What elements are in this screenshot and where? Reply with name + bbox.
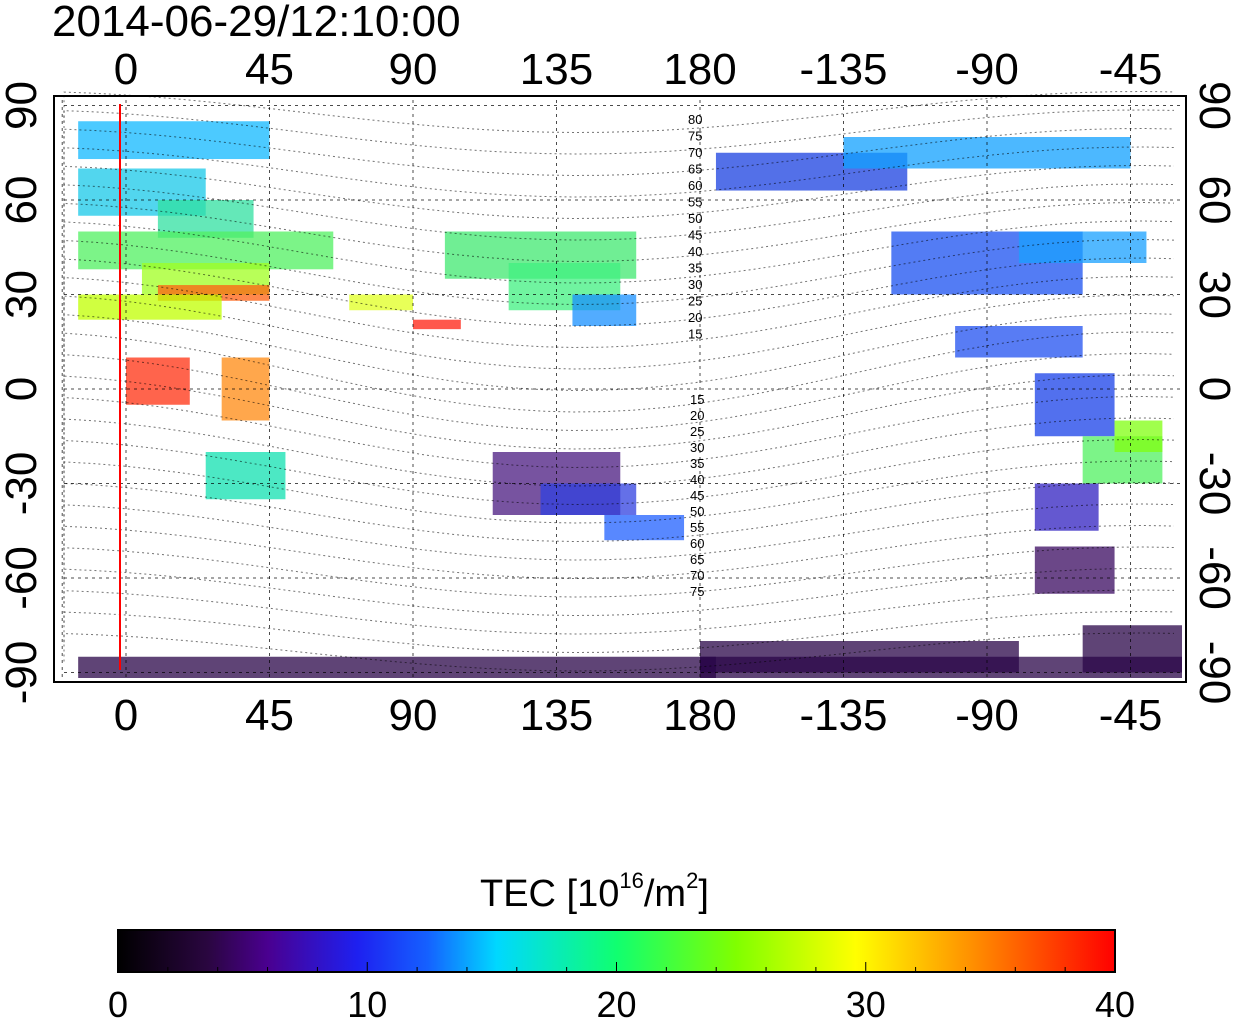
contour-label: 55 [688, 195, 702, 210]
tec-data-region [700, 641, 1019, 673]
tec-data-region [78, 294, 222, 320]
left-lat-label: 30 [0, 270, 46, 319]
top-lon-label: 0 [114, 45, 138, 94]
top-lon-label: 180 [663, 45, 736, 94]
left-lat-label: -90 [0, 641, 46, 705]
left-lat-label: 60 [0, 176, 46, 225]
contour-label: 55 [690, 520, 704, 535]
contour-label: 45 [690, 488, 704, 503]
map-grid [61, 91, 1182, 678]
top-lon-label: -45 [1099, 45, 1163, 94]
tec-data-region [955, 326, 1083, 358]
tec-data-region [413, 319, 461, 330]
map-panel: 8075706560555045403530252015152025303540… [53, 91, 1187, 683]
contour-label: 75 [690, 584, 704, 599]
top-lon-label: -135 [799, 45, 887, 94]
colorbar-tick-labels: 0 10 20 30 40 [108, 984, 1135, 1021]
tec-data-region [205, 452, 286, 500]
bottom-lon-label: -135 [799, 691, 887, 740]
contour-label: 80 [688, 112, 702, 127]
contour-label: 20 [690, 408, 704, 423]
tec-data-region [540, 483, 637, 515]
right-lat-label: 90 [1190, 81, 1235, 130]
top-lon-label: -90 [955, 45, 1019, 94]
left-lat-label: 0 [0, 377, 46, 401]
tec-data-region [604, 515, 685, 541]
tec-data-region [126, 357, 190, 405]
contour-label: 60 [688, 178, 702, 193]
colorbar-tick-label: 0 [108, 984, 128, 1021]
colorbar: TEC [1016/m2] 0 10 20 30 40 [108, 868, 1135, 1021]
bottom-lon-label: -90 [955, 691, 1019, 740]
colorbar-tick-label: 10 [347, 984, 387, 1021]
contour-label: 65 [690, 552, 704, 567]
tec-data-region [78, 121, 270, 160]
contour-label: 60 [690, 536, 704, 551]
colorbar-tick-label: 30 [846, 984, 886, 1021]
tec-data-region [1114, 420, 1163, 452]
tec-data-region [1034, 483, 1099, 531]
contour-label: 15 [688, 327, 702, 342]
right-lat-label: -30 [1190, 452, 1235, 516]
right-latitude-labels: 90 60 30 0 -30 -60 -90 [1190, 81, 1235, 704]
contour-label: 50 [688, 211, 702, 226]
contour-label: 35 [690, 456, 704, 471]
bottom-lon-label: -45 [1099, 691, 1163, 740]
tec-data-region [1034, 373, 1115, 437]
contour-label: 45 [688, 228, 702, 243]
contour-label: 75 [688, 129, 702, 144]
bottom-lon-label: 45 [245, 691, 294, 740]
contour-label: 20 [688, 310, 702, 325]
figure-title: 2014-06-29/12:10:00 [52, 0, 461, 46]
contour-label: 35 [688, 261, 702, 276]
contour-label: 40 [690, 472, 704, 487]
contour-label: 70 [688, 145, 702, 160]
contour-label: 65 [688, 162, 702, 177]
left-lat-label: -60 [0, 546, 46, 610]
contour-label: 25 [688, 294, 702, 309]
tec-data-region [349, 294, 413, 311]
bottom-lon-label: 90 [389, 691, 438, 740]
left-latitude-labels: 90 60 30 0 -30 -60 -90 [0, 81, 46, 704]
right-lat-label: -60 [1190, 546, 1235, 610]
contour-label: 30 [690, 440, 704, 455]
top-lon-label: 135 [520, 45, 593, 94]
left-lat-label: -30 [0, 452, 46, 516]
contour-label: 40 [688, 244, 702, 259]
colorbar-tick-label: 40 [1095, 984, 1135, 1021]
contour-label: 15 [690, 392, 704, 407]
colorbar-tick-label: 20 [596, 984, 636, 1021]
contour-label: 30 [688, 277, 702, 292]
contour-labels: 8075706560555045403530252015152025303540… [688, 112, 704, 599]
contour-label: 50 [690, 504, 704, 519]
right-lat-label: -90 [1190, 641, 1235, 705]
tec-data-region [572, 294, 637, 326]
right-lat-label: 60 [1190, 176, 1235, 225]
bottom-longitude-labels: 0 45 90 135 180 -135 -90 -45 [114, 691, 1163, 740]
left-lat-label: 90 [0, 81, 46, 130]
bottom-lon-label: 135 [520, 691, 593, 740]
colorbar-title: TEC [1016/m2] [480, 868, 709, 915]
bottom-lon-label: 0 [114, 691, 138, 740]
contour-label: 25 [690, 424, 704, 439]
bottom-lon-label: 180 [663, 691, 736, 740]
tec-data-region [1018, 231, 1147, 263]
right-lat-label: 0 [1190, 377, 1235, 401]
contour-label: 70 [690, 568, 704, 583]
top-longitude-labels: 0 45 90 135 180 -135 -90 -45 [114, 45, 1163, 94]
top-lon-label: 45 [245, 45, 294, 94]
top-lon-label: 90 [389, 45, 438, 94]
right-lat-label: 30 [1190, 270, 1235, 319]
